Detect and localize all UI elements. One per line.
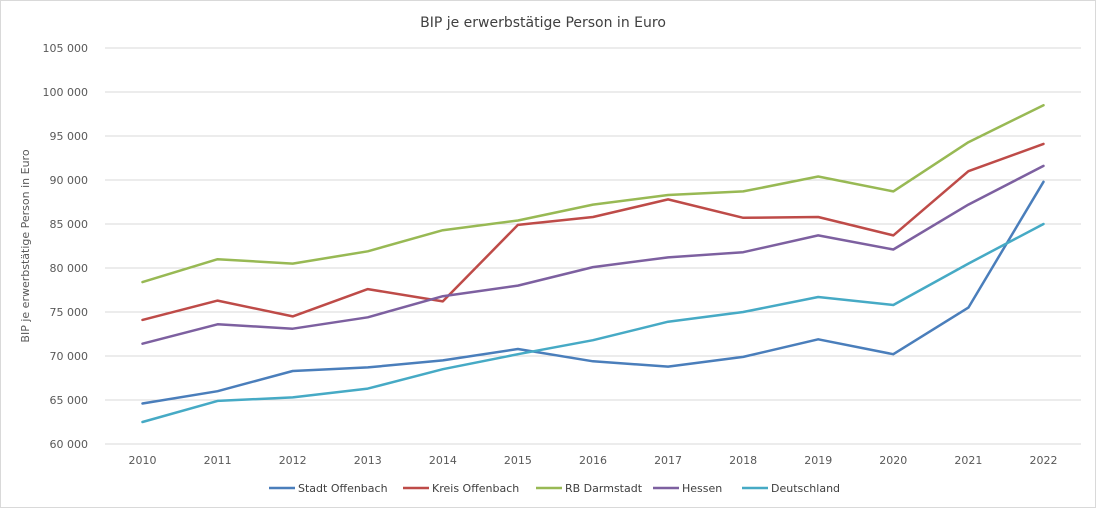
x-tick-label: 2020 bbox=[879, 454, 907, 467]
series-line-hessen bbox=[141, 164, 1045, 345]
legend-label: RB Darmstadt bbox=[565, 482, 643, 495]
x-tick-label: 2013 bbox=[354, 454, 382, 467]
legend-label: Hessen bbox=[682, 482, 722, 495]
series-line-kreis-offenbach bbox=[141, 142, 1045, 322]
x-tick-label: 2017 bbox=[654, 454, 682, 467]
series-lines bbox=[141, 103, 1045, 424]
x-tick-label: 2011 bbox=[204, 454, 232, 467]
legend: Stadt Offenbach Kreis Offenbach RB Darmsta… bbox=[269, 482, 840, 495]
series-line-deutschland bbox=[141, 222, 1045, 424]
x-tick-label: 2021 bbox=[954, 454, 982, 467]
chart-title: BIP je erwerbstätige Person in Euro bbox=[420, 15, 666, 31]
y-axis-title: BIP je erwerbstätige Person in Euro bbox=[19, 149, 32, 342]
y-tick-label: 60 000 bbox=[50, 438, 89, 451]
x-tick-label: 2010 bbox=[129, 454, 157, 467]
y-tick-label: 85 000 bbox=[50, 218, 89, 231]
x-tick-label: 2018 bbox=[729, 454, 757, 467]
x-tick-label: 2019 bbox=[804, 454, 832, 467]
x-tick-label: 2022 bbox=[1029, 454, 1057, 467]
grid-lines bbox=[105, 47, 1081, 445]
y-tick-label: 95 000 bbox=[50, 130, 89, 143]
x-tick-label: 2012 bbox=[279, 454, 307, 467]
x-tick-label: 2016 bbox=[579, 454, 607, 467]
y-tick-label: 70 000 bbox=[50, 350, 89, 363]
x-tick-label: 2014 bbox=[429, 454, 457, 467]
legend-label: Kreis Offenbach bbox=[432, 482, 519, 495]
y-tick-label: 90 000 bbox=[50, 174, 89, 187]
legend-label: Stadt Offenbach bbox=[298, 482, 388, 495]
y-tick-label: 105 000 bbox=[43, 42, 89, 55]
legend-label: Deutschland bbox=[771, 482, 840, 495]
x-axis-ticks: 2010 2011 2012 2013 2014 2015 2016 2017 2018 2019… bbox=[129, 454, 1058, 467]
y-tick-label: 80 000 bbox=[50, 262, 89, 275]
y-tick-label: 75 000 bbox=[50, 306, 89, 319]
y-tick-label: 65 000 bbox=[50, 394, 89, 407]
series-line-stadt-offenbach bbox=[141, 180, 1045, 405]
y-tick-label: 100 000 bbox=[43, 86, 89, 99]
series-line-rb-darmstadt bbox=[141, 103, 1045, 284]
y-axis-ticks: 60 000 65 000 70 000 75 000 80 000 85 000 90 0… bbox=[43, 42, 89, 451]
x-tick-label: 2015 bbox=[504, 454, 532, 467]
